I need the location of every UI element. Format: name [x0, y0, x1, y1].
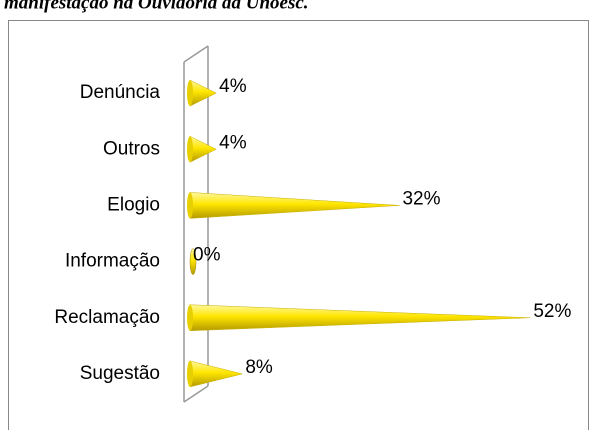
- category-label: Outros: [103, 138, 160, 159]
- cone: [189, 360, 243, 388]
- value-label: 52%: [533, 301, 571, 322]
- cone-base: [187, 304, 193, 331]
- category-label: Sugestão: [80, 363, 160, 384]
- cone-base: [187, 360, 193, 387]
- value-label: 4%: [219, 76, 247, 97]
- cone: [189, 192, 400, 219]
- value-label: 4%: [219, 132, 247, 153]
- category-label: Reclamação: [54, 307, 160, 328]
- value-label: 0%: [193, 245, 221, 266]
- cone-base: [187, 136, 193, 163]
- value-label: 8%: [245, 357, 273, 378]
- category-label: Denúncia: [80, 82, 161, 103]
- cone: [189, 304, 531, 332]
- cone-base: [187, 192, 193, 219]
- category-label: Informação: [65, 251, 160, 272]
- cone: [189, 79, 217, 107]
- cone-base: [189, 248, 197, 275]
- chart-frame: [8, 20, 589, 430]
- cone: [189, 135, 217, 163]
- category-label: Elogio: [107, 194, 160, 215]
- caption: manifestação na Ouvidoria da Unoesc.: [4, 0, 309, 13]
- cone-base: [187, 80, 193, 107]
- value-label: 32%: [402, 188, 440, 209]
